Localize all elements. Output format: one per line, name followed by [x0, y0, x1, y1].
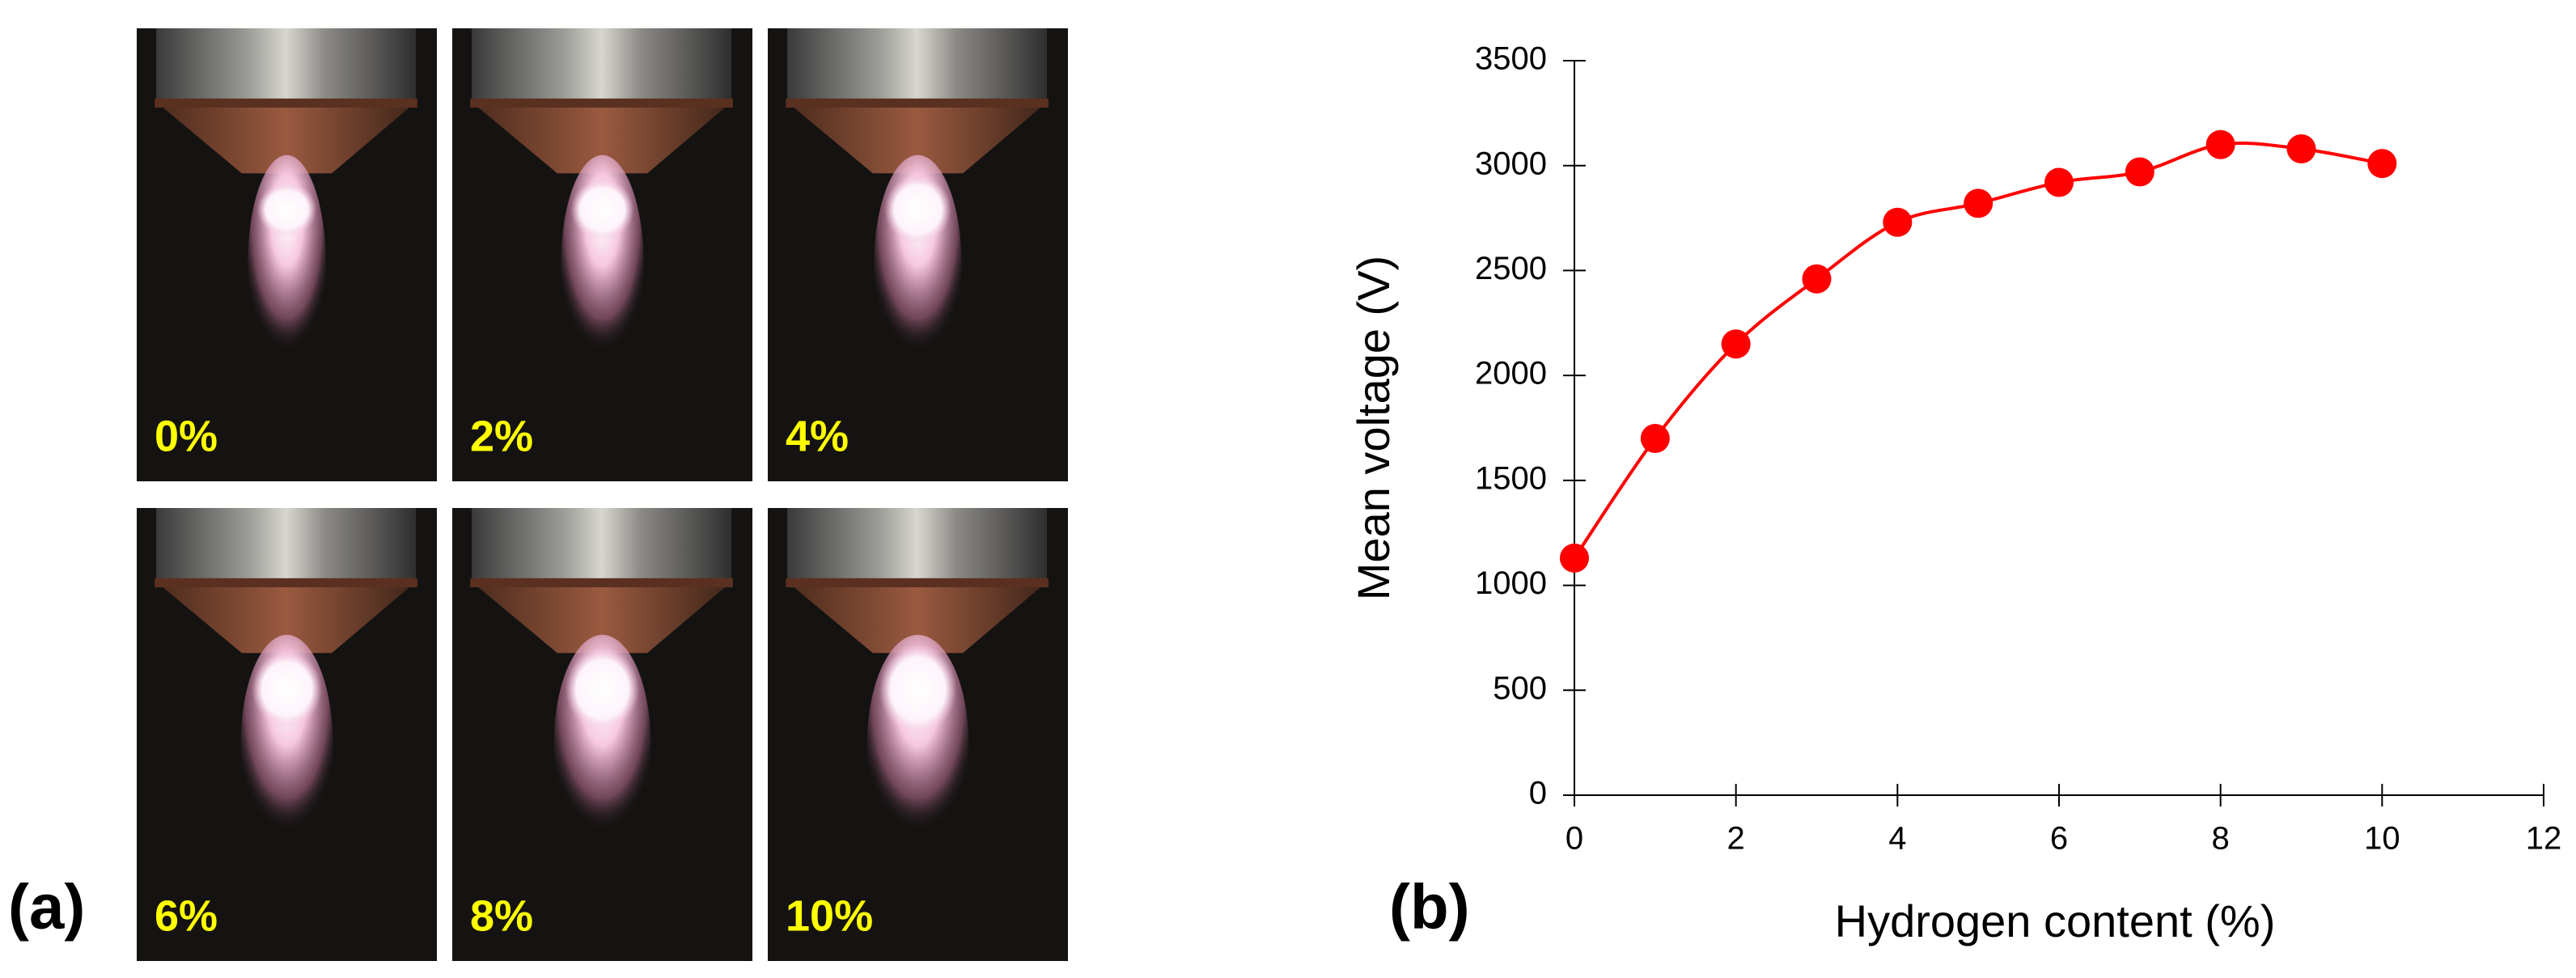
data-point — [1721, 329, 1751, 359]
photo: 2% — [452, 28, 752, 481]
nozzle-cylinder — [156, 508, 417, 581]
photo-label: 2% — [470, 412, 533, 460]
nozzle-rim — [470, 578, 733, 587]
x-tick-label: 12 — [2526, 821, 2562, 857]
photo-label: 6% — [155, 891, 218, 940]
nozzle-rim — [470, 98, 733, 108]
photo-label: 0% — [155, 412, 218, 460]
photo-label: 10% — [786, 891, 873, 940]
data-point — [1560, 543, 1589, 573]
nozzle-cone — [155, 100, 417, 174]
data-point — [2205, 129, 2235, 159]
nozzle-rim — [155, 578, 417, 587]
y-tick-label: 3000 — [1475, 146, 1547, 181]
plasma-core — [570, 178, 634, 241]
data-point — [1964, 188, 1993, 218]
series-line — [1573, 142, 2383, 559]
plasma-core — [565, 647, 640, 731]
nozzle-cone — [470, 580, 733, 654]
data-point — [2044, 167, 2074, 197]
panel-label: (a) — [8, 871, 85, 942]
data-point — [1640, 423, 1670, 453]
y-tick-label: 3500 — [1475, 41, 1547, 77]
data-point — [2367, 149, 2397, 179]
nozzle-cone — [786, 100, 1049, 174]
plasma-core — [256, 182, 317, 237]
y-tick-label: 2000 — [1475, 356, 1547, 392]
nozzle-rim — [786, 578, 1049, 587]
nozzle-cylinder — [472, 28, 732, 101]
plasma-core — [883, 175, 952, 244]
nozzle-cylinder — [156, 28, 417, 101]
x-tick-label: 2 — [1727, 821, 1745, 857]
y-tick-label: 500 — [1493, 671, 1547, 706]
y-tick-label: 2500 — [1475, 251, 1547, 286]
y-tick-label: 1000 — [1475, 565, 1547, 601]
photo-label: 4% — [786, 412, 849, 460]
data-point — [2125, 157, 2154, 187]
nozzle-cylinder — [787, 28, 1048, 101]
photo: 6% — [137, 508, 437, 961]
plasma-core — [879, 644, 957, 735]
x-tick-label: 4 — [1888, 821, 1906, 857]
panel-label: (b) — [1389, 871, 1470, 942]
y-axis-title: Mean voltage (V) — [1348, 256, 1399, 600]
photo: 4% — [768, 28, 1068, 481]
y-tick-label: 0 — [1529, 776, 1547, 811]
data-point — [1802, 264, 1832, 294]
nozzle-cylinder — [787, 508, 1048, 581]
nozzle-cone — [470, 100, 733, 174]
x-tick-label: 10 — [2364, 821, 2400, 857]
x-axis-title: Hydrogen content (%) — [1835, 895, 2276, 946]
y-tick-label: 1500 — [1475, 460, 1547, 496]
photo: 10% — [768, 508, 1068, 961]
x-tick-label: 8 — [2212, 821, 2230, 857]
nozzle-rim — [155, 98, 417, 108]
nozzle-rim — [786, 98, 1049, 108]
nozzle-cylinder — [472, 508, 732, 581]
nozzle-cone — [786, 580, 1049, 654]
photo: 8% — [452, 508, 752, 961]
plasma-core — [251, 650, 323, 728]
x-tick-label: 0 — [1566, 821, 1583, 857]
photo: 0% — [137, 28, 437, 481]
nozzle-cone — [155, 580, 417, 654]
photo-label: 8% — [470, 891, 533, 940]
data-point — [2286, 133, 2316, 163]
data-point — [1883, 207, 1913, 237]
x-tick-label: 6 — [2050, 821, 2068, 857]
